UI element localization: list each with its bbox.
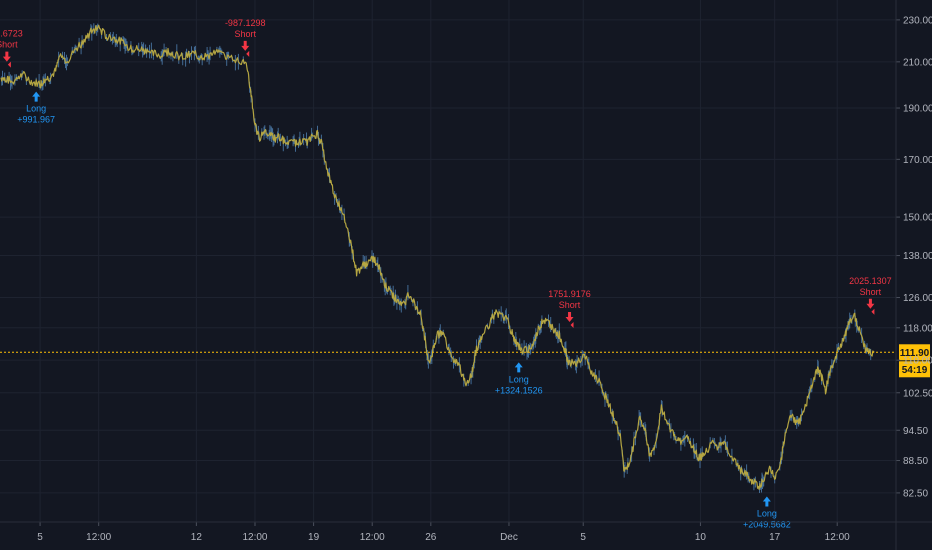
x-tick-label: 17 (769, 532, 781, 543)
signal-pnl: +991.967 (17, 115, 55, 125)
arrow-down-icon (565, 312, 574, 323)
x-tick-label: 12:00 (242, 532, 267, 543)
signal-pnl: 11.6723 (0, 29, 23, 39)
price-line (0, 24, 875, 490)
long-signal: Long+1324.1526 (495, 362, 543, 395)
y-tick-label: 82.50 (903, 488, 928, 499)
grid-lines (0, 0, 896, 522)
x-tick-label: 5 (37, 532, 43, 543)
long-signal: Long+2049.5682 (743, 496, 791, 530)
y-tick-label: 190.00 (903, 104, 932, 115)
y-tick-label: 150.00 (903, 213, 932, 224)
exit-marker-icon (871, 308, 875, 315)
signal-label: Short (860, 287, 882, 297)
arrow-down-icon (2, 51, 11, 62)
signal-label: Short (559, 300, 581, 310)
price-series (0, 23, 875, 493)
x-tick-label: 12:00 (360, 532, 385, 543)
exit-marker-icon (570, 322, 574, 329)
y-tick-label: 88.50 (903, 456, 928, 467)
signal-label: Short (234, 29, 256, 39)
x-tick-label: 19 (308, 532, 320, 543)
x-tick-label: 12 (191, 532, 203, 543)
signal-label: Long (509, 374, 529, 384)
y-tick-label: 94.50 (903, 426, 928, 437)
x-tick-label: 10 (695, 532, 707, 543)
y-tick-label: 102.50 (903, 388, 932, 399)
x-tick-label: 12:00 (825, 532, 850, 543)
x-tick-label: 5 (580, 532, 586, 543)
current-price-label-bg (899, 344, 930, 361)
y-tick-label: 138.00 (903, 251, 932, 262)
current-price-label: 111.90 (900, 348, 930, 359)
signal-pnl: 1751.9176 (548, 289, 591, 299)
signal-pnl: -987.1298 (225, 18, 266, 28)
price-axis[interactable]: 230.00 210.00 190.00 170.00 150.00 138.00 126.… (895, 0, 932, 550)
signal-pnl: 2025.1307 (849, 276, 892, 286)
y-tick-label: 230.00 (903, 15, 932, 26)
y-tick-label: 170.00 (903, 155, 932, 166)
time-axis[interactable]: 5 12:00 12 12:00 19 12:00 26 Dec 5 10 17 12:00 (0, 521, 932, 543)
y-tick-label: 110.00 (903, 356, 932, 367)
arrow-down-icon (866, 298, 875, 309)
y-tick-label: 210.00 (903, 57, 932, 68)
exit-marker-icon (246, 50, 250, 57)
arrow-up-icon (32, 91, 41, 102)
signal-pnl: +1324.1526 (495, 385, 543, 395)
y-tick-label: 118.00 (903, 323, 932, 334)
signal-label: Long (26, 104, 46, 114)
countdown-label-bg (899, 361, 930, 378)
trade-signals: Short11.6723Long+991.967Short-987.1298Lo… (0, 18, 892, 530)
arrow-down-icon (241, 40, 250, 51)
signal-pnl: +2049.5682 (743, 520, 791, 530)
short-signal: Short-987.1298 (225, 18, 266, 57)
y-tick-label: 126.00 (903, 293, 932, 304)
short-signal: Short11.6723 (0, 29, 23, 68)
x-tick-label: 12:00 (86, 532, 111, 543)
current-price-line-group: 111.90 54:19 (0, 344, 930, 378)
x-tick-label: 26 (425, 532, 437, 543)
signal-label: Long (757, 509, 777, 519)
countdown-label: 54:19 (902, 365, 928, 376)
exit-marker-icon (7, 61, 11, 68)
arrow-up-icon (762, 496, 771, 507)
long-signal: Long+991.967 (17, 91, 55, 125)
x-tick-label: Dec (500, 532, 518, 543)
arrow-up-icon (514, 362, 523, 373)
signal-label: Short (0, 40, 18, 50)
